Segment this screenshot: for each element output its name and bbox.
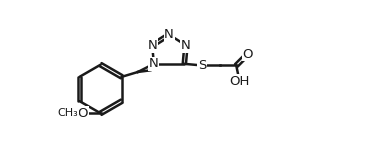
Text: O: O: [242, 48, 253, 61]
Text: N: N: [164, 28, 174, 41]
Text: O: O: [78, 107, 88, 120]
Text: N: N: [149, 57, 159, 70]
Text: CH₃: CH₃: [58, 108, 79, 118]
Text: N: N: [147, 39, 157, 52]
Text: S: S: [198, 59, 206, 72]
Text: OH: OH: [229, 75, 250, 88]
Text: N: N: [181, 39, 191, 52]
